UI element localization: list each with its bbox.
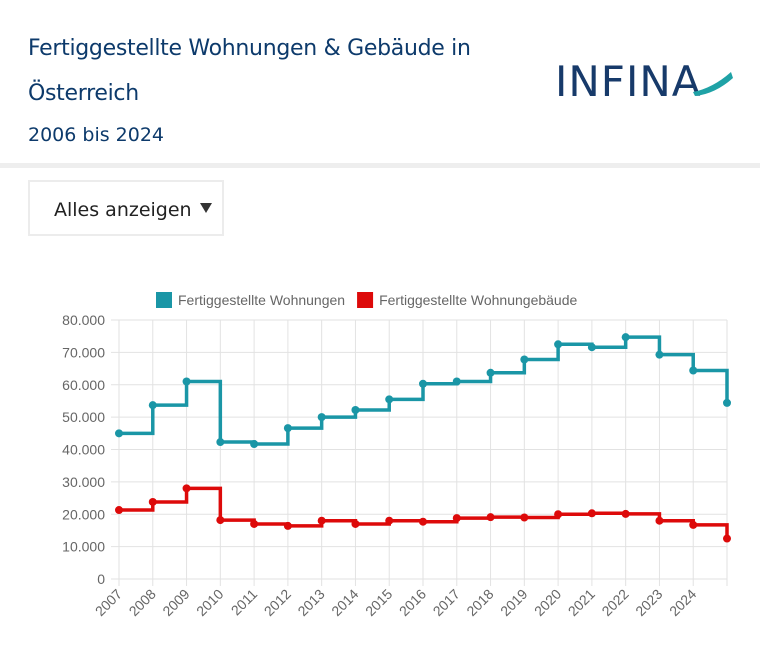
y-tick-label: 30.000 [62,474,105,490]
header-divider [0,163,760,168]
y-tick-label: 50.000 [62,409,105,425]
x-tick-label: 2023 [632,586,665,619]
data-point[interactable] [216,516,225,525]
x-tick-label: 2008 [126,586,159,619]
y-tick-label: 40.000 [62,442,105,458]
data-point[interactable] [621,333,630,342]
y-tick-label: 0 [97,571,105,587]
x-tick-label: 2013 [294,586,327,619]
chart-grid [111,319,728,586]
x-tick-label: 2020 [531,586,564,619]
series-wohnungen [115,333,731,448]
data-point[interactable] [689,520,698,529]
data-point[interactable] [115,429,123,438]
chevron-down-icon [200,203,212,213]
page-title: Fertiggestellte Wohnungen & Gebäude in Ö… [28,36,471,106]
x-tick-label: 2012 [261,586,294,619]
data-point[interactable] [655,350,664,359]
filter-dropdown[interactable]: Alles anzeigen [28,180,224,236]
page-subtitle: 2006 bis 2024 [28,124,165,146]
data-point[interactable] [351,519,360,528]
y-tick-label: 20.000 [62,506,105,522]
infina-logo: INFINA [555,57,735,106]
data-point[interactable] [250,519,259,528]
data-point[interactable] [283,424,292,433]
data-point[interactable] [520,513,529,522]
legend-item[interactable]: Fertiggestellte Wohnungebäude [357,292,578,308]
data-point[interactable] [486,368,495,377]
filter-dropdown-value: Alles anzeigen [54,199,192,221]
data-point[interactable] [148,497,157,506]
chart: Fertiggestellte Wohnungen Fertiggestellte… [62,292,731,619]
x-tick-label: 2007 [92,586,125,619]
data-point[interactable] [587,509,596,518]
y-tick-label: 10.000 [62,539,105,555]
x-tick-label: 2022 [598,586,631,619]
logo-swoosh-icon [693,72,733,96]
chart-legend: Fertiggestellte Wohnungen Fertiggestellte… [156,292,578,308]
data-point[interactable] [250,439,259,448]
legend-swatch [156,292,172,308]
data-point[interactable] [182,484,191,493]
data-point[interactable] [115,506,123,515]
y-tick-label: 80.000 [62,312,105,328]
data-point[interactable] [723,398,731,407]
x-tick-label: 2014 [328,586,361,619]
data-point[interactable] [520,355,529,364]
data-point[interactable] [419,517,427,526]
x-tick-label: 2011 [228,586,261,619]
data-point[interactable] [317,413,326,422]
x-tick-label: 2019 [497,586,530,619]
x-tick-label: 2024 [666,586,699,619]
data-point[interactable] [554,340,563,349]
x-tick-label: 2017 [430,586,463,619]
data-point[interactable] [655,516,664,525]
x-tick-label: 2010 [193,586,226,619]
y-tick-label: 60.000 [62,377,105,393]
y-tick-label: 70.000 [62,344,105,360]
data-point[interactable] [182,377,191,386]
x-tick-label: 2018 [463,586,496,619]
legend-label: Fertiggestellte Wohnungen [178,292,345,308]
series-wohnungsgebaeude [115,484,731,543]
data-point[interactable] [283,521,292,530]
data-point[interactable] [554,510,563,519]
data-point[interactable] [216,438,225,447]
data-point[interactable] [351,406,360,415]
data-point[interactable] [419,379,427,388]
logo-graphic: INFINA [555,57,733,106]
y-axis: 0 10.000 20.000 30.000 40.000 50.000 60.000 70.… [62,312,105,587]
data-point[interactable] [317,516,326,525]
page-header: Fertiggestellte Wohnungen & Gebäude in Ö… [0,0,760,163]
logo-text: INFINA [555,58,702,103]
data-point[interactable] [486,513,495,522]
data-point[interactable] [385,395,394,404]
data-point[interactable] [148,401,157,410]
data-point[interactable] [385,516,394,525]
data-point[interactable] [689,366,698,375]
x-tick-label: 2009 [159,586,192,619]
chart-series [115,333,731,543]
x-tick-label: 2021 [565,586,598,619]
data-point[interactable] [587,343,596,352]
data-point[interactable] [621,509,630,518]
x-tick-label: 2015 [362,586,395,619]
x-axis: 2007 2008 2009 2010 2011 2012 2013 2014 2015 2016… [92,586,700,619]
x-tick-label: 2016 [396,586,429,619]
legend-item[interactable]: Fertiggestellte Wohnungen [156,292,345,308]
data-point[interactable] [723,534,731,543]
data-point[interactable] [452,514,461,523]
legend-swatch [357,292,374,308]
legend-label: Fertiggestellte Wohnungebäude [379,292,577,308]
data-point[interactable] [452,377,461,386]
